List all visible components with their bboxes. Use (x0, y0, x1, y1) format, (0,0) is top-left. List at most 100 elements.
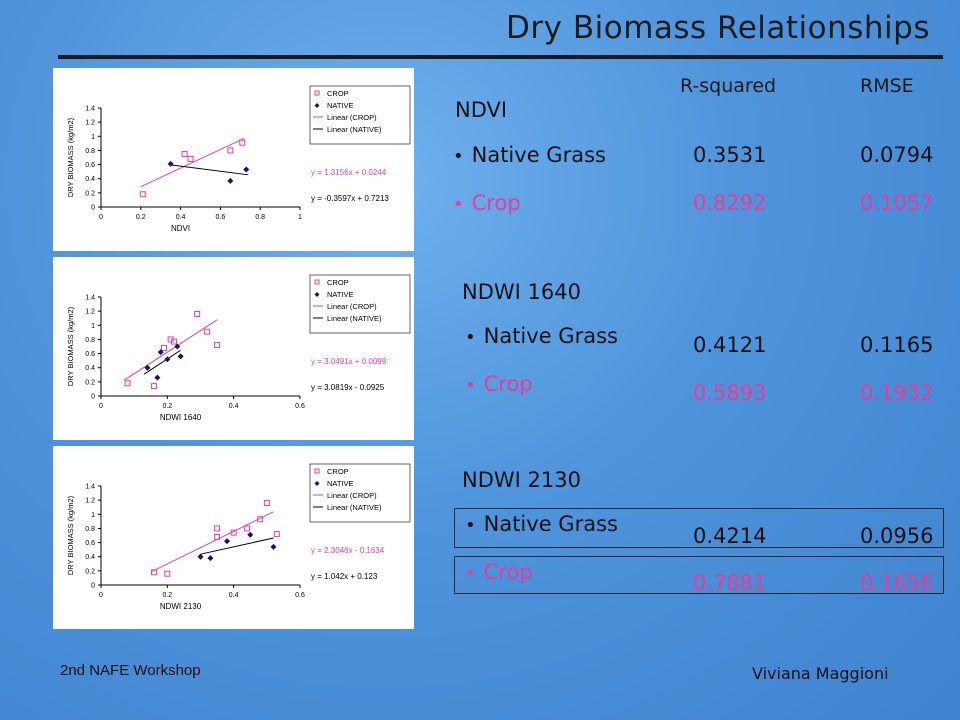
equation-native: y = -0.3597x + 0.7213 (311, 194, 389, 203)
slide-title: Dry Biomass Relationships (506, 10, 930, 46)
legend-crop-marker (314, 90, 320, 96)
y-tick-label: 1 (91, 323, 95, 330)
crop-label: Crop (483, 372, 533, 396)
legend-crop-marker (314, 468, 320, 474)
chart-panel-ndwi1640: 0 0.2 0.4 0.6 0.8 1 1.2 1.4 0 0.2 0.4 0.6 NDWI 1640 D… (53, 257, 414, 440)
x-tick-label: 0.6 (216, 214, 226, 221)
crop-point (243, 525, 250, 532)
x-tick-label: 0 (99, 403, 103, 410)
y-tick-label: 1 (91, 512, 95, 519)
crop-point (239, 139, 246, 146)
y-tick-label: 0.4 (85, 365, 95, 372)
y-tick-label: 0 (91, 394, 95, 401)
x-tick-label: 0.2 (162, 403, 172, 410)
x-tick-label: 0.2 (136, 214, 146, 221)
legend-label: NATIVE (327, 290, 354, 299)
native-point (270, 543, 277, 550)
y-tick-label: 0.2 (85, 379, 95, 386)
y-tick-label: 0.4 (85, 176, 95, 183)
y-tick-label: 1 (91, 134, 95, 141)
bullet-crop: • Crop (453, 191, 521, 215)
x-axis-label: NDVI (171, 224, 190, 233)
legend-box (309, 274, 411, 334)
legend-crop-marker (314, 279, 320, 285)
ndwi2130-crop-r2: 0.7881 (693, 571, 767, 595)
crop-point (204, 328, 211, 335)
x-tick-label: 0.4 (229, 592, 239, 599)
y-tick-label: 1.2 (85, 498, 95, 505)
crop-label: Crop (471, 191, 521, 215)
ndwi1640-crop-r2: 0.5893 (693, 381, 767, 405)
crop-point (257, 516, 264, 523)
native-grass-label: Native Grass (471, 143, 606, 167)
native-point (177, 353, 184, 360)
crop-point (227, 147, 234, 154)
x-tick-label: 0.4 (229, 403, 239, 410)
y-tick-label: 0.6 (85, 540, 95, 547)
x-tick-label: 0 (99, 214, 103, 221)
x-tick-label: 0.6 (295, 592, 305, 599)
y-tick-label: 0.4 (85, 554, 95, 561)
native-grass-label: Native Grass (483, 324, 618, 348)
equation-native: y = 1.042x + 0.123 (311, 572, 378, 581)
column-header-r-squared: R-squared (680, 75, 777, 97)
ndvi-native-r2: 0.3531 (693, 143, 767, 167)
y-tick-label: 1.4 (85, 484, 95, 491)
x-tick-label: 0.8 (255, 214, 265, 221)
crop-point (273, 531, 280, 538)
trendline-crop (150, 511, 274, 573)
chart-panel-ndwi2130: 0 0.2 0.4 0.6 0.8 1 1.2 1.4 0 0.2 0.4 0.6 NDWI 2130 D… (53, 446, 414, 629)
x-tick-label: 0 (99, 592, 103, 599)
legend-native-marker (314, 292, 320, 297)
native-point (167, 160, 174, 167)
trendline-native (168, 164, 249, 176)
legend-native-marker (314, 103, 320, 108)
bullet-native-grass: • Native Grass (453, 143, 606, 167)
y-tick-label: 1.4 (85, 295, 95, 302)
crop-point (263, 499, 270, 506)
native-point (224, 538, 231, 545)
native-point (174, 343, 181, 350)
crop-point (151, 569, 158, 576)
native-point (243, 166, 250, 173)
legend-label: Linear (NATIVE) (327, 503, 382, 512)
x-tick-label: 0.2 (162, 592, 172, 599)
y-tick-label: 0 (91, 583, 95, 590)
y-tick-label: 0.8 (85, 337, 95, 344)
y-tick-label: 0 (91, 205, 95, 212)
y-tick-label: 1.4 (85, 106, 95, 113)
footer-author: Viviana Maggioni (752, 664, 889, 683)
bullet-crop: • Crop (465, 372, 533, 396)
y-tick-label: 0.6 (85, 162, 95, 169)
section-title-ndwi2130: NDWI 2130 (462, 468, 581, 492)
native-point (154, 374, 161, 381)
x-axis-label: NDWI 1640 (160, 413, 202, 422)
crop-point (170, 338, 177, 345)
trendline-crop (123, 319, 218, 381)
native-point (227, 177, 234, 184)
title-underline (58, 55, 943, 59)
equation-crop: y = 2.3046x - 0.1634 (311, 546, 385, 555)
crop-point (187, 155, 194, 162)
crop-point (214, 525, 221, 532)
y-axis-label: DRY BIOMASS (kg/m2) (66, 117, 75, 197)
legend-label: NATIVE (327, 101, 354, 110)
crop-point (139, 191, 146, 198)
section-title-ndvi: NDVI (455, 98, 508, 122)
legend-label: Linear (NATIVE) (327, 125, 382, 134)
legend-box (309, 85, 411, 145)
ndvi-crop-r2: 0.8292 (693, 191, 767, 215)
x-axis-label: NDWI 2130 (160, 602, 202, 611)
ndwi2130-scatter-chart: 0 0.2 0.4 0.6 0.8 1 1.2 1.4 0 0.2 0.4 0.6 NDWI 2130 D… (66, 463, 411, 611)
equation-native: y = 3.0819x - 0.0925 (311, 383, 385, 392)
bullet-native-grass: • Native Grass (465, 324, 618, 348)
crop-point (181, 150, 188, 157)
legend-label: Linear (CROP) (327, 113, 377, 122)
legend-box (309, 463, 411, 523)
native-grass-row-outline (454, 508, 944, 548)
legend-label: Linear (NATIVE) (327, 314, 382, 323)
section-title-ndwi1640: NDWI 1640 (462, 280, 581, 304)
y-tick-label: 0.8 (85, 148, 95, 155)
trendline-crop (140, 137, 245, 188)
legend-label: CROP (327, 89, 349, 98)
